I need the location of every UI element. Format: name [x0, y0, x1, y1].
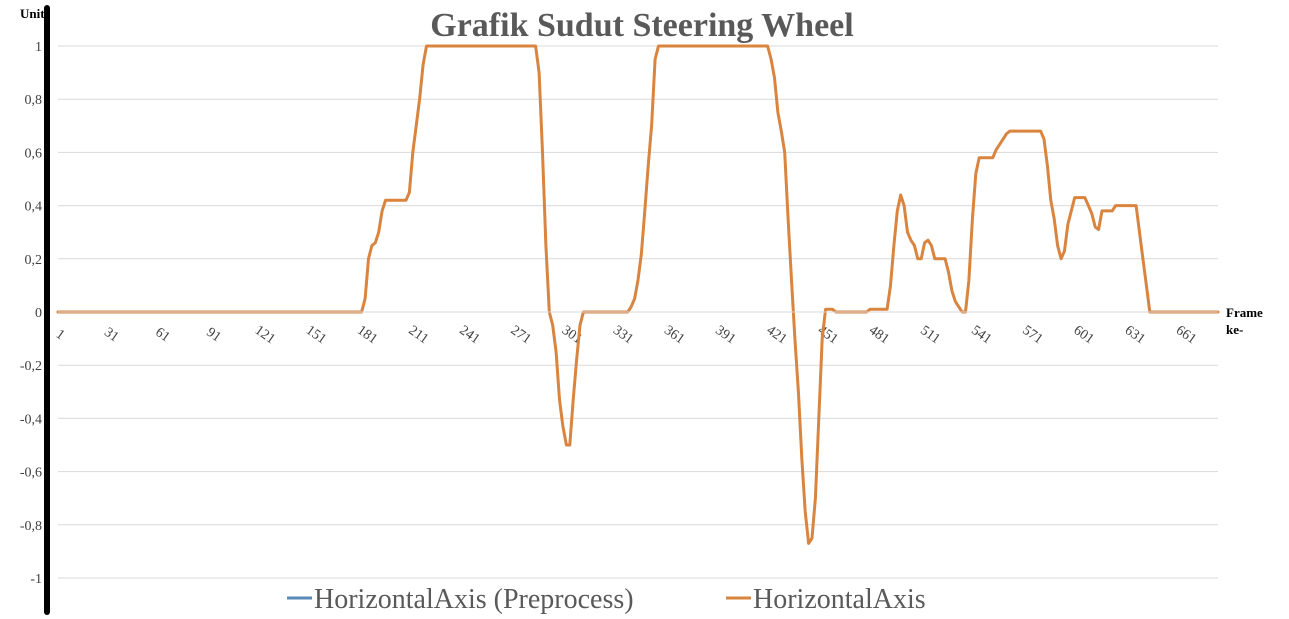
chart-title: Grafik Sudut Steering Wheel: [430, 7, 853, 44]
x-tick-label: 181: [354, 323, 380, 347]
x-tick-label: 541: [968, 323, 994, 347]
x-tick-label: 331: [610, 323, 636, 347]
y-tick-label: -0,2: [20, 359, 42, 374]
gridlines: [58, 45, 1218, 579]
x-tick-label: 61: [152, 325, 172, 345]
x-tick-label: 421: [764, 323, 790, 347]
y-tick-label: 0,4: [25, 200, 43, 215]
x-tick-label: 571: [1019, 323, 1045, 347]
x-tick-label: 391: [712, 323, 738, 347]
x-tick-label: 1: [53, 327, 67, 343]
x-axis-label-line-2: ke-: [1226, 322, 1243, 337]
x-axis-label-line-1: Frame: [1226, 305, 1263, 320]
y-tick-label: -0,8: [20, 519, 42, 534]
y-tick-label: -0,6: [20, 466, 42, 481]
x-tick-label: 271: [508, 323, 534, 347]
x-tick-label: 241: [457, 323, 483, 347]
legend: HorizontalAxis (Preprocess) HorizontalAxi…: [287, 584, 926, 615]
y-axis-label: Unit: [20, 6, 45, 21]
x-tick-label: 31: [101, 325, 121, 345]
x-tick-label: 661: [1173, 323, 1199, 347]
x-tick-label: 481: [866, 323, 892, 347]
y-tick-label: 0,6: [25, 146, 43, 161]
x-tick-label: 121: [252, 323, 278, 347]
y-tick-label: -1: [30, 572, 42, 587]
y-tick-label: 0,2: [25, 253, 43, 268]
series-lines: [56, 44, 1220, 545]
y-tick-label: 0,8: [25, 93, 43, 108]
x-tick-label: 91: [204, 325, 224, 345]
legend-item-label: HorizontalAxis (Preprocess): [314, 584, 634, 615]
y-tick-label: 1: [35, 40, 42, 55]
x-tick-label: 211: [406, 323, 431, 347]
legend-item-label: HorizontalAxis: [753, 584, 926, 615]
x-tick-label: 151: [303, 323, 329, 347]
series-line: [56, 44, 1220, 545]
x-tick-label: 361: [661, 323, 687, 347]
y-tick-labels: 1 0,8 0,6 0,4 0,2 0 -0,2 -0,4 -0,6 -0,8 -1: [20, 40, 42, 587]
x-tick-label: 631: [1122, 323, 1148, 347]
x-tick-label: 451: [815, 323, 841, 347]
x-tick-label: 601: [1071, 323, 1097, 347]
y-tick-label: -0,4: [20, 412, 42, 427]
x-tick-label: 511: [917, 323, 942, 347]
x-tick-labels: 1 31 61 91 121 151 181 211 241 271 301 331 361 391 421…: [53, 323, 1199, 347]
y-tick-label: 0: [35, 306, 42, 321]
